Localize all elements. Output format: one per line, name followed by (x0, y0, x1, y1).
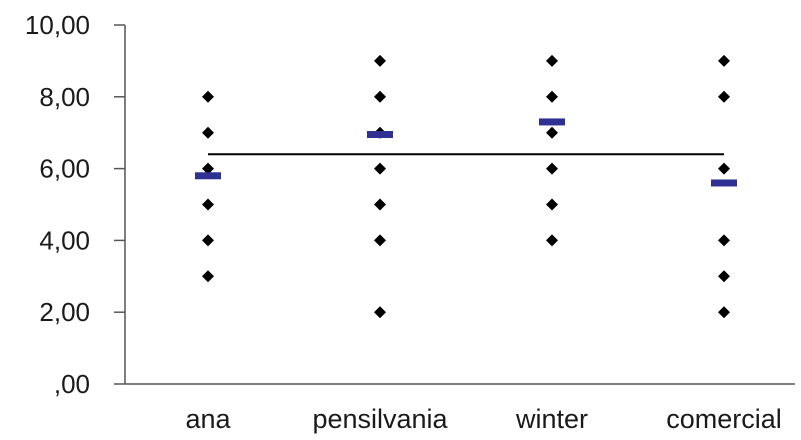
y-tick-label: ,00 (54, 369, 90, 399)
data-point (546, 234, 558, 247)
data-point (718, 234, 730, 247)
mean-marker (367, 130, 393, 138)
data-points (202, 54, 730, 319)
data-point (546, 162, 558, 175)
x-category-label: pensilvania (312, 404, 448, 434)
mean-marker (539, 118, 565, 126)
data-point (374, 162, 386, 175)
x-category-label: ana (185, 404, 231, 434)
data-point (202, 198, 214, 211)
data-point (546, 126, 558, 139)
data-point (374, 54, 386, 67)
x-category-label: comercial (666, 404, 782, 434)
y-tick-label: 2,00 (39, 297, 90, 327)
x-axis-labels: ana pensilvania winter comercial (185, 404, 781, 434)
data-point (374, 234, 386, 247)
y-tick-label: 4,00 (39, 225, 90, 255)
data-point (546, 90, 558, 103)
y-tick-label: 6,00 (39, 154, 90, 184)
data-point (718, 306, 730, 319)
data-point (202, 270, 214, 283)
data-point (546, 198, 558, 211)
axes (124, 25, 795, 385)
x-category-label: winter (515, 404, 588, 434)
category-means (195, 118, 737, 187)
data-point (374, 90, 386, 103)
y-tick-label: 8,00 (39, 82, 90, 112)
mean-marker (711, 179, 737, 187)
y-axis-ticks: ,00 2,00 4,00 6,00 8,00 10,00 (25, 10, 125, 399)
mean-marker (195, 172, 221, 180)
data-point (718, 162, 730, 175)
y-tick-label: 10,00 (25, 10, 90, 40)
data-point (202, 90, 214, 103)
data-point (718, 270, 730, 283)
data-point (718, 54, 730, 67)
data-point (718, 90, 730, 103)
data-point (202, 126, 214, 139)
data-point (546, 54, 558, 67)
data-point (202, 234, 214, 247)
data-point (374, 198, 386, 211)
data-point (374, 306, 386, 319)
data-point (202, 162, 214, 175)
